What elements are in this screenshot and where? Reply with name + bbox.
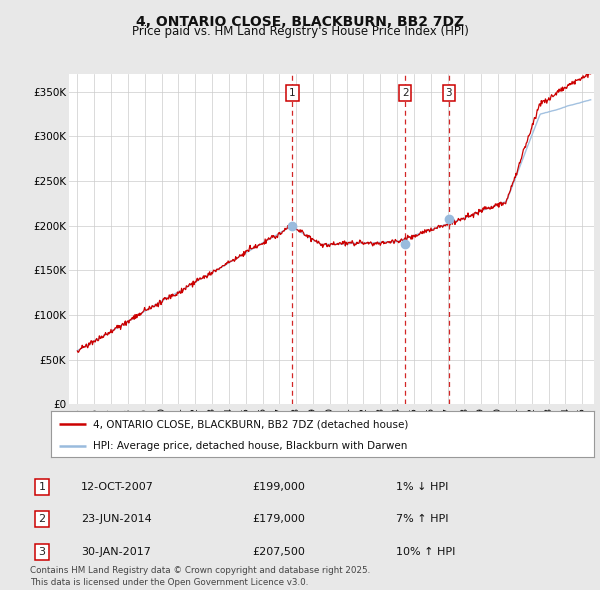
Text: 7% ↑ HPI: 7% ↑ HPI: [396, 514, 449, 524]
Text: 1% ↓ HPI: 1% ↓ HPI: [396, 482, 448, 491]
Text: 4, ONTARIO CLOSE, BLACKBURN, BB2 7DZ: 4, ONTARIO CLOSE, BLACKBURN, BB2 7DZ: [136, 15, 464, 29]
Text: 10% ↑ HPI: 10% ↑ HPI: [396, 547, 455, 556]
Text: HPI: Average price, detached house, Blackburn with Darwen: HPI: Average price, detached house, Blac…: [94, 441, 408, 451]
Text: Price paid vs. HM Land Registry's House Price Index (HPI): Price paid vs. HM Land Registry's House …: [131, 25, 469, 38]
Text: 3: 3: [38, 547, 46, 556]
Text: Contains HM Land Registry data © Crown copyright and database right 2025.
This d: Contains HM Land Registry data © Crown c…: [30, 566, 370, 587]
Text: 3: 3: [446, 88, 452, 99]
Text: 30-JAN-2017: 30-JAN-2017: [81, 547, 151, 556]
Text: 23-JUN-2014: 23-JUN-2014: [81, 514, 152, 524]
Text: 1: 1: [289, 88, 296, 99]
Text: £199,000: £199,000: [252, 482, 305, 491]
Text: 4, ONTARIO CLOSE, BLACKBURN, BB2 7DZ (detached house): 4, ONTARIO CLOSE, BLACKBURN, BB2 7DZ (de…: [94, 419, 409, 429]
Text: 1: 1: [38, 482, 46, 491]
Text: £207,500: £207,500: [252, 547, 305, 556]
Text: 2: 2: [38, 514, 46, 524]
Text: £179,000: £179,000: [252, 514, 305, 524]
Text: 12-OCT-2007: 12-OCT-2007: [81, 482, 154, 491]
Text: 2: 2: [402, 88, 409, 99]
